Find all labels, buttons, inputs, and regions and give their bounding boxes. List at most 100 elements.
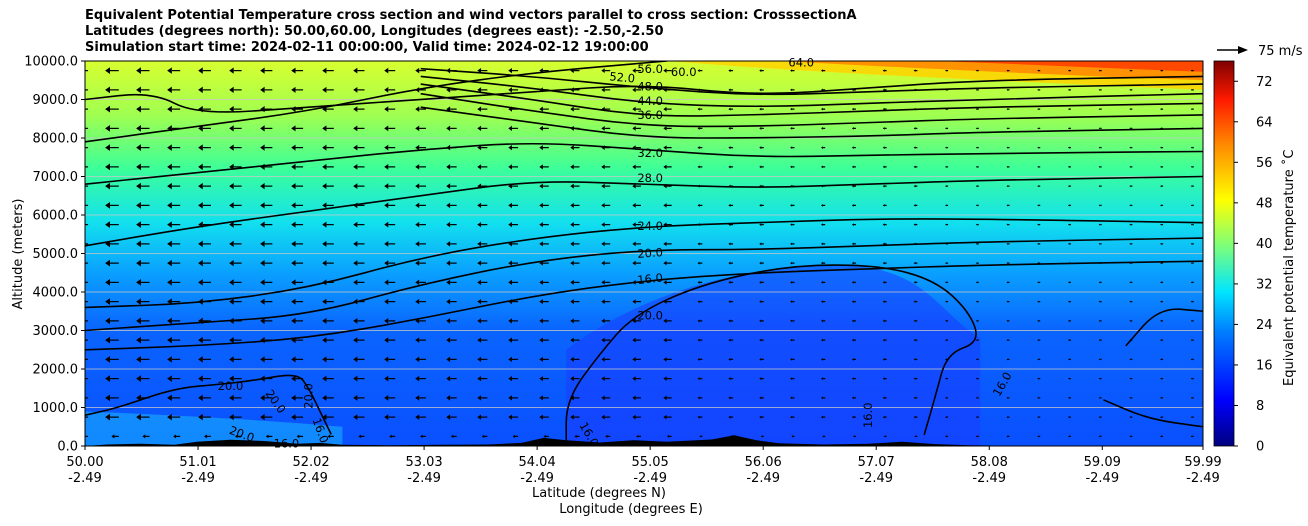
wind-vector (1160, 127, 1164, 130)
contour-lines (85, 61, 1203, 446)
title-line-3: Simulation start time: 2024-02-11 00:00:… (85, 40, 649, 55)
wind-vector (913, 415, 918, 419)
wind-vector (790, 184, 795, 188)
wind-vector (322, 337, 334, 344)
contour-line-0 (85, 61, 668, 143)
wind-vector (945, 88, 949, 91)
cbar-tick-label-4: 32 (1256, 277, 1273, 292)
wind-vector (198, 221, 211, 228)
wind-vector (913, 338, 918, 342)
wind-vector (167, 202, 181, 209)
wind-vector (1129, 146, 1133, 149)
wind-vector (1067, 127, 1071, 130)
wind-vector (945, 242, 949, 245)
wind-vector (508, 318, 519, 324)
wind-vector (477, 202, 488, 209)
wind-vector (1006, 204, 1010, 207)
wind-vector (291, 106, 304, 113)
wind-vector (790, 203, 795, 207)
wind-vector (85, 147, 89, 149)
wind-vector (539, 183, 549, 189)
wind-vector (322, 317, 334, 324)
wind-vector (142, 434, 150, 439)
wind-vector (1129, 396, 1133, 399)
wind-vector (198, 279, 211, 286)
wind-vector (1160, 262, 1164, 265)
wind-vector (1006, 185, 1010, 188)
y-tick-label-4: 4000.0 (33, 286, 79, 301)
wind-vector (260, 375, 273, 382)
wind-vector (666, 434, 672, 438)
wind-vector (85, 166, 89, 168)
wind-vector (913, 107, 918, 111)
wind-vector (477, 144, 488, 151)
wind-vector (1190, 281, 1194, 284)
y-tick-label-0: 0.0 (57, 440, 78, 455)
wind-vector (415, 87, 426, 93)
terrain (85, 435, 1037, 446)
x-tick-lat-8: 58.08 (971, 455, 1008, 470)
wind-vector (167, 259, 181, 267)
wind-vector (167, 298, 181, 305)
wind-vector (1067, 223, 1071, 226)
wind-vector (759, 69, 764, 73)
wind-vector (601, 356, 611, 362)
wind-vector (851, 146, 856, 149)
wind-vector (632, 318, 641, 324)
wind-vector (632, 145, 641, 150)
wind-vector (477, 125, 488, 132)
wind-vector (508, 164, 519, 170)
wind-vector (697, 107, 703, 111)
wind-vector (358, 434, 365, 439)
wind-vector (570, 395, 580, 401)
wind-vector (1037, 108, 1041, 111)
wind-vector (601, 87, 611, 93)
wind-vector (945, 396, 949, 399)
wind-vector (198, 240, 211, 248)
wind-vector (508, 222, 519, 228)
wind-vector (322, 202, 334, 209)
wind-vector (759, 300, 764, 304)
wind-vector (105, 86, 119, 94)
wind-vector (728, 184, 734, 188)
wind-vector (1006, 300, 1010, 303)
wind-vector (167, 413, 181, 421)
wind-vector (975, 281, 979, 284)
wind-vector (1067, 204, 1071, 207)
wind-vector (291, 221, 304, 228)
colorbar: 0 8 16 24 32 40 48 56 64 72 (1213, 60, 1273, 455)
wind-vector (353, 67, 365, 74)
wind-vector (353, 356, 365, 363)
wind-vector (477, 375, 488, 382)
wind-vector (975, 339, 979, 342)
wind-vector (508, 376, 519, 382)
wind-vector (945, 300, 949, 303)
wind-vector (539, 260, 549, 266)
wind-vector (260, 86, 273, 93)
wind-vector (945, 108, 949, 111)
wind-vector (415, 241, 426, 247)
wind-vector (975, 108, 979, 111)
wind-vector (697, 261, 703, 265)
wind-vector (260, 163, 273, 170)
wind-vector (821, 338, 826, 342)
wind-vector (384, 395, 396, 401)
wind-vector (1160, 435, 1164, 438)
wind-vector (105, 298, 119, 306)
wind-vector (570, 164, 580, 170)
wind-vector (539, 241, 549, 247)
x-tick-lon-3: -2.49 (407, 471, 441, 486)
wind-vector (1098, 281, 1102, 284)
wind-vector (1098, 358, 1102, 361)
contour-label-10: 20.0 (637, 245, 664, 261)
wind-vector (632, 395, 641, 401)
wind-vector (790, 107, 795, 111)
wind-vector (229, 298, 242, 305)
wind-vector (477, 221, 488, 228)
wind-vector (1190, 435, 1194, 438)
contour-label-9: 24.0 (637, 219, 663, 233)
wind-vector (790, 396, 795, 400)
wind-vector (790, 415, 795, 419)
wind-vector (322, 375, 334, 382)
wind-vector (945, 435, 949, 438)
